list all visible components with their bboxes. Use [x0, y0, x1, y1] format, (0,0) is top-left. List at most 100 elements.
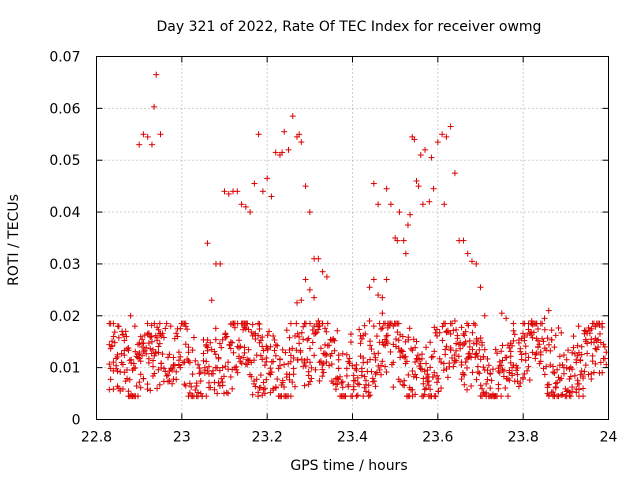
data-point	[379, 325, 386, 332]
data-point	[582, 362, 589, 369]
data-point	[279, 377, 286, 384]
data-point	[558, 392, 565, 399]
data-point	[319, 320, 326, 327]
data-point	[267, 343, 274, 350]
data-point	[439, 337, 446, 344]
data-point	[432, 393, 439, 400]
data-point	[182, 382, 189, 389]
x-tick-label: 23.2	[252, 430, 283, 446]
data-point	[153, 71, 160, 78]
data-point	[289, 345, 296, 352]
data-point	[296, 340, 303, 347]
data-point	[487, 385, 494, 392]
data-point	[586, 330, 593, 337]
data-point	[165, 354, 172, 361]
data-point	[339, 384, 346, 391]
data-point	[536, 341, 543, 348]
data-point	[600, 341, 607, 348]
data-point	[539, 335, 546, 342]
data-point	[169, 380, 176, 387]
data-point	[197, 369, 204, 376]
data-point	[480, 353, 487, 360]
data-point	[167, 323, 174, 330]
data-point	[375, 292, 382, 299]
data-point	[473, 341, 480, 348]
data-point	[193, 380, 200, 387]
data-point	[212, 351, 219, 358]
data-point	[264, 332, 271, 339]
data-point	[397, 378, 404, 385]
data-point	[525, 354, 532, 361]
data-point	[203, 358, 210, 365]
data-point	[554, 366, 561, 373]
data-point	[189, 371, 196, 378]
data-point	[122, 378, 129, 385]
data-point	[110, 386, 117, 393]
data-point	[404, 222, 411, 229]
data-point	[190, 334, 197, 341]
data-point	[466, 343, 473, 350]
data-point	[423, 385, 430, 392]
data-point	[421, 386, 428, 393]
data-point	[460, 237, 467, 244]
data-point	[483, 380, 490, 387]
data-point	[148, 141, 155, 148]
data-point	[383, 185, 390, 192]
y-tick-label: 0.07	[49, 50, 80, 66]
data-point	[509, 342, 516, 349]
data-point	[125, 347, 132, 354]
data-point	[394, 329, 401, 336]
data-point	[204, 337, 211, 344]
data-point	[186, 389, 193, 396]
data-point	[230, 349, 237, 356]
data-point	[345, 381, 352, 388]
data-point	[529, 334, 536, 341]
data-point	[317, 345, 324, 352]
data-point	[412, 371, 419, 378]
data-point	[338, 379, 345, 386]
data-point	[141, 347, 148, 354]
data-point	[170, 354, 177, 361]
y-axis-ticks: 0 0.01 0.02 0.03 0.04 0.05 0.06 0.07	[49, 50, 609, 429]
data-point	[367, 356, 374, 363]
data-point	[145, 340, 152, 347]
data-point	[597, 359, 604, 366]
data-point	[149, 363, 156, 370]
data-point	[383, 332, 390, 339]
data-point	[431, 348, 438, 355]
data-point	[379, 358, 386, 365]
data-point	[151, 352, 158, 359]
data-point	[440, 367, 447, 374]
data-point	[236, 344, 243, 351]
data-point	[373, 369, 380, 376]
data-point	[541, 371, 548, 378]
data-point	[412, 391, 419, 398]
data-point	[560, 352, 567, 359]
data-point	[227, 345, 234, 352]
data-point	[140, 375, 147, 382]
data-point	[238, 201, 245, 208]
data-point	[453, 326, 460, 333]
data-point	[196, 370, 203, 377]
data-point	[438, 385, 445, 392]
data-point	[121, 352, 128, 359]
data-point	[130, 360, 137, 367]
data-point	[121, 337, 128, 344]
data-point	[339, 350, 346, 357]
data-point	[366, 317, 373, 324]
data-point	[431, 369, 438, 376]
data-point	[307, 359, 314, 366]
data-point	[315, 255, 322, 262]
data-point	[244, 356, 251, 363]
data-point	[544, 390, 551, 397]
data-point	[477, 335, 484, 342]
y-tick-label: 0.03	[49, 257, 80, 273]
data-point	[274, 376, 281, 383]
data-point	[240, 354, 247, 361]
x-tick-label: 23.4	[337, 430, 368, 446]
data-point	[218, 344, 225, 351]
data-point	[261, 385, 268, 392]
data-point	[372, 354, 379, 361]
data-point	[364, 359, 371, 366]
data-point	[119, 361, 126, 368]
